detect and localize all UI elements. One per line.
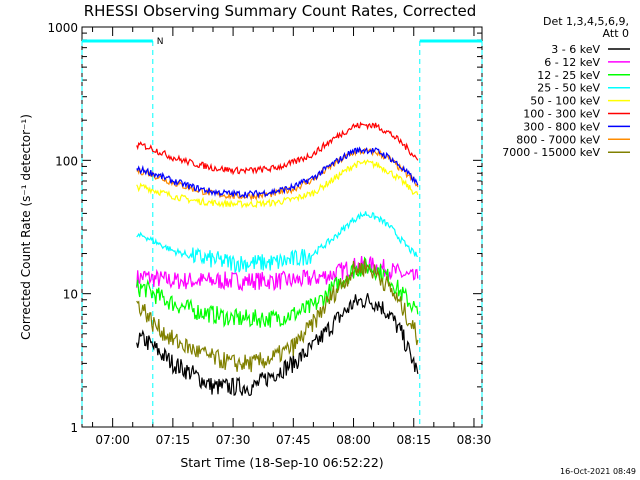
y-tick-label: 100 <box>55 154 78 168</box>
y-axis: 1 10 100 1000 <box>47 21 482 435</box>
series-25-50-kev <box>136 211 418 275</box>
legend-label: 3 - 6 keV <box>551 43 600 56</box>
series-7000-15000-kev <box>136 259 419 373</box>
x-tick-label: 07:00 <box>95 433 130 447</box>
y-tick-label: 10 <box>63 288 78 302</box>
chart-title: RHESSI Observing Summary Count Rates, Co… <box>84 2 477 20</box>
night-label: N <box>157 37 164 47</box>
series-line <box>136 146 419 200</box>
legend-label: 100 - 300 keV <box>523 108 600 121</box>
legend-label: 7000 - 15000 keV <box>502 146 600 159</box>
x-tick-label: 08:30 <box>457 433 492 447</box>
legend-label: 12 - 25 keV <box>537 69 600 82</box>
series-line <box>136 159 419 209</box>
legend-label: 300 - 800 keV <box>523 120 600 133</box>
series-line <box>136 293 419 397</box>
legend-label: 800 - 7000 keV <box>516 133 600 146</box>
series-line <box>136 255 419 292</box>
x-tick-label: 07:15 <box>156 433 191 447</box>
series-line <box>136 259 419 373</box>
series-100-300-kev <box>136 121 419 176</box>
y-tick-label: 1000 <box>47 21 78 35</box>
x-axis: 07:00 07:15 07:30 07:45 08:00 08:15 08:30 <box>92 27 492 447</box>
series-line <box>136 121 419 176</box>
legend-label: 6 - 12 keV <box>544 56 600 69</box>
y-axis-label: Corrected Count Rate (s⁻¹ detector⁻¹) <box>19 114 33 340</box>
x-axis-label: Start Time (18-Sep-10 06:52:22) <box>180 455 383 470</box>
series-line <box>136 211 418 275</box>
series-6-12-kev <box>136 255 419 292</box>
series-50-100-kev <box>136 159 419 209</box>
y-tick-label: 1 <box>70 421 78 435</box>
night-markers: N <box>81 37 483 427</box>
legend-header-line-1: Det 1,3,4,5,6,9, <box>543 15 629 28</box>
x-tick-label: 08:15 <box>396 433 431 447</box>
series-lines <box>136 121 419 397</box>
x-tick-label: 07:30 <box>216 433 251 447</box>
timestamp: 16-Oct-2021 08:49 <box>560 467 636 476</box>
plot-frame <box>81 26 483 428</box>
x-tick-label: 08:00 <box>336 433 371 447</box>
legend-label: 50 - 100 keV <box>530 95 600 108</box>
series-300-800-kev <box>136 146 419 200</box>
series-3-6-kev <box>136 293 419 397</box>
legend-header-line-2: Att 0 <box>603 27 629 40</box>
legend-label: 25 - 50 keV <box>537 82 600 95</box>
x-tick-label: 07:45 <box>276 433 311 447</box>
